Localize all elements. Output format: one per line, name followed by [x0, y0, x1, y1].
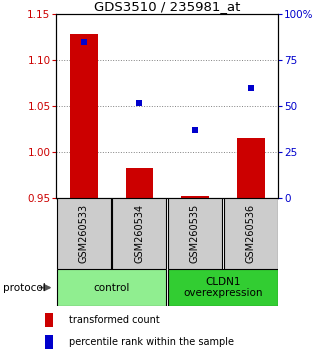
Text: GSM260535: GSM260535	[190, 204, 200, 263]
Point	[192, 127, 197, 133]
FancyBboxPatch shape	[224, 198, 277, 269]
Bar	[237, 138, 265, 198]
Point	[137, 100, 142, 105]
Bar	[181, 196, 209, 198]
Bar	[45, 335, 53, 349]
Bar	[70, 34, 98, 198]
Title: GDS3510 / 235981_at: GDS3510 / 235981_at	[94, 0, 240, 13]
Bar	[45, 313, 53, 327]
FancyBboxPatch shape	[168, 269, 277, 306]
Text: protocol: protocol	[3, 282, 46, 293]
Text: CLDN1
overexpression: CLDN1 overexpression	[183, 277, 262, 298]
Text: percentile rank within the sample: percentile rank within the sample	[68, 337, 234, 347]
Text: GSM260534: GSM260534	[134, 204, 144, 263]
Point	[81, 39, 86, 45]
Text: transformed count: transformed count	[68, 315, 159, 325]
Point	[248, 85, 253, 91]
FancyBboxPatch shape	[57, 198, 111, 269]
FancyBboxPatch shape	[168, 198, 222, 269]
Text: GSM260533: GSM260533	[79, 204, 89, 263]
Text: control: control	[93, 282, 130, 293]
FancyBboxPatch shape	[57, 269, 166, 306]
Text: GSM260536: GSM260536	[246, 204, 256, 263]
Bar	[125, 168, 153, 198]
FancyBboxPatch shape	[112, 198, 166, 269]
